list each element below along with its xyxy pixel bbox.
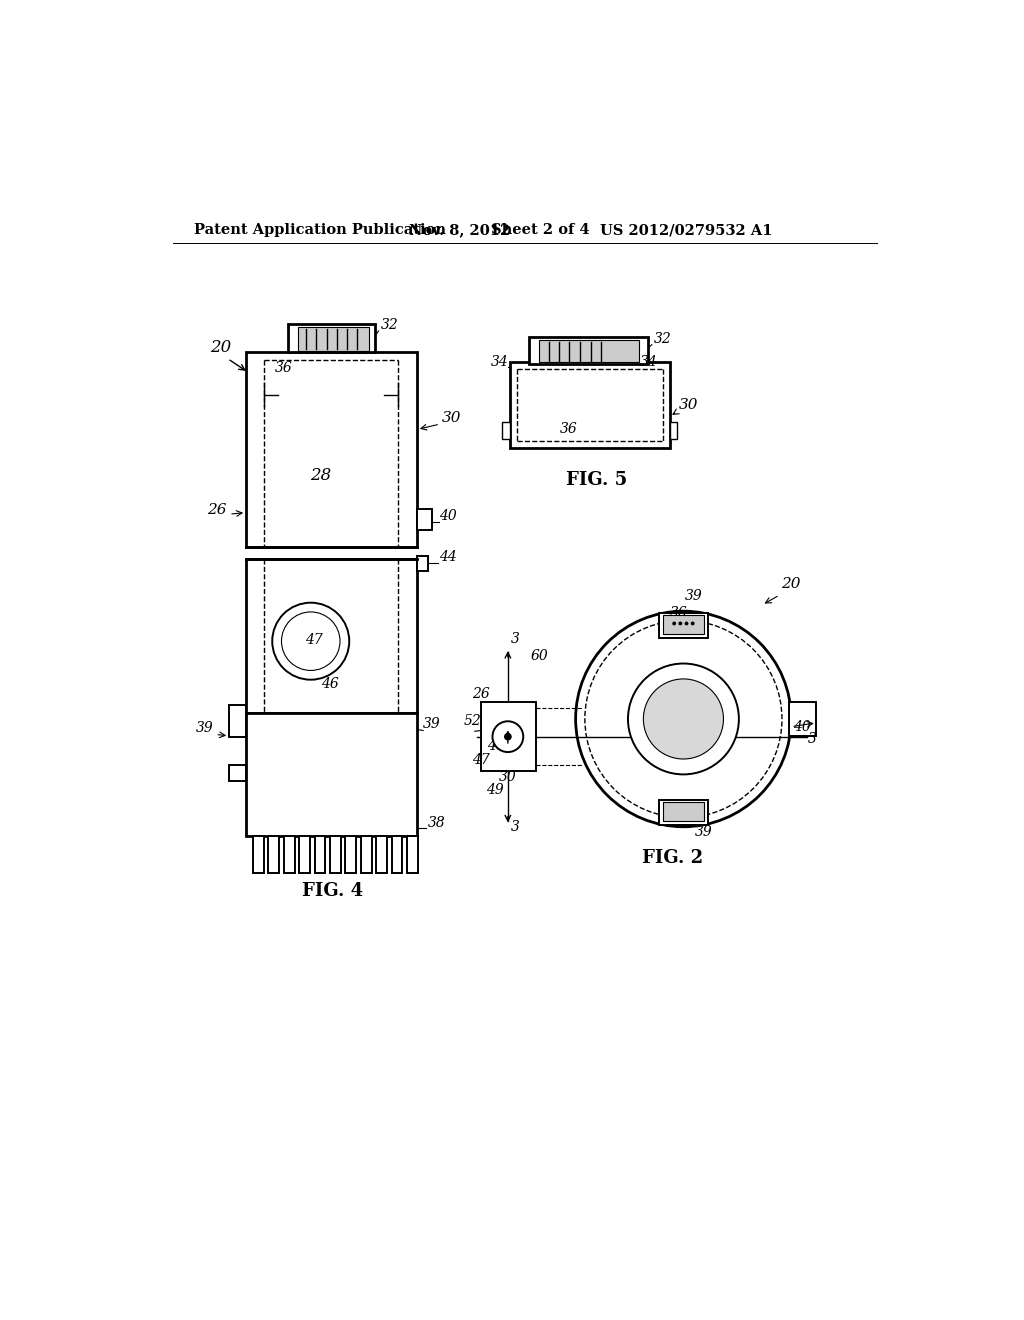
- Text: 39: 39: [695, 825, 713, 840]
- Text: 46: 46: [322, 677, 339, 692]
- Text: 34: 34: [640, 355, 657, 370]
- Bar: [670, 422, 677, 438]
- Circle shape: [643, 678, 724, 759]
- Bar: [246, 352, 417, 548]
- Bar: [539, 341, 639, 363]
- Text: 20: 20: [210, 339, 231, 356]
- Text: 30: 30: [441, 411, 461, 425]
- Text: 36: 36: [560, 421, 578, 436]
- Bar: [345, 836, 356, 873]
- Text: 46: 46: [487, 739, 505, 752]
- Circle shape: [493, 721, 523, 752]
- Bar: [284, 836, 295, 873]
- Bar: [417, 556, 428, 572]
- Bar: [503, 422, 510, 438]
- Text: 3: 3: [808, 731, 817, 746]
- Text: Patent Application Publication: Patent Application Publication: [194, 223, 445, 238]
- Bar: [314, 836, 326, 873]
- Text: Sheet 2 of 4: Sheet 2 of 4: [490, 223, 590, 238]
- Circle shape: [575, 611, 792, 826]
- Text: 47: 47: [304, 632, 323, 647]
- Bar: [529, 337, 648, 364]
- Text: 49: 49: [486, 784, 504, 797]
- Bar: [288, 323, 376, 352]
- Text: 36: 36: [670, 606, 687, 620]
- Bar: [246, 558, 417, 713]
- Bar: [481, 702, 536, 771]
- Text: 60: 60: [531, 648, 549, 663]
- Text: 30: 30: [499, 770, 516, 784]
- Bar: [229, 705, 246, 738]
- Bar: [391, 836, 402, 873]
- Text: 38: 38: [428, 816, 445, 830]
- Text: 30: 30: [679, 399, 698, 412]
- Bar: [299, 836, 310, 873]
- Text: FIG. 4: FIG. 4: [302, 883, 364, 900]
- Circle shape: [628, 664, 739, 775]
- Text: US 2012/0279532 A1: US 2012/0279532 A1: [600, 223, 773, 238]
- Text: 52: 52: [463, 714, 481, 729]
- Text: 39: 39: [196, 721, 214, 735]
- Circle shape: [691, 622, 694, 626]
- Text: 34: 34: [490, 355, 509, 370]
- Text: 26: 26: [472, 688, 489, 701]
- Circle shape: [672, 622, 676, 626]
- Text: 20: 20: [781, 577, 801, 591]
- Circle shape: [679, 622, 682, 626]
- Text: 3: 3: [511, 820, 520, 834]
- Text: 44: 44: [438, 550, 457, 564]
- Text: 3: 3: [511, 632, 520, 645]
- Bar: [663, 803, 705, 821]
- Bar: [268, 836, 280, 873]
- Text: 26: 26: [208, 503, 227, 517]
- Text: 40: 40: [793, 721, 811, 734]
- Text: 28: 28: [310, 467, 331, 484]
- Bar: [229, 766, 246, 780]
- Text: 47: 47: [472, 752, 490, 767]
- Bar: [510, 362, 670, 447]
- Bar: [298, 327, 370, 351]
- Text: 32: 32: [654, 333, 672, 346]
- Bar: [407, 836, 418, 873]
- Bar: [658, 612, 708, 638]
- Bar: [417, 508, 432, 531]
- Bar: [658, 800, 708, 825]
- Bar: [788, 702, 816, 737]
- Text: 40: 40: [438, 510, 457, 523]
- Bar: [330, 836, 341, 873]
- Text: 39: 39: [423, 717, 441, 731]
- Bar: [253, 836, 264, 873]
- Text: 32: 32: [381, 318, 398, 333]
- Text: FIG. 5: FIG. 5: [566, 471, 628, 490]
- Bar: [246, 713, 417, 836]
- Bar: [360, 836, 372, 873]
- Bar: [376, 836, 387, 873]
- Circle shape: [685, 622, 688, 626]
- Circle shape: [504, 733, 512, 741]
- Text: Nov. 8, 2012: Nov. 8, 2012: [410, 223, 511, 238]
- Circle shape: [272, 603, 349, 680]
- Text: 39: 39: [685, 590, 702, 603]
- Text: 36: 36: [275, 362, 293, 375]
- Text: FIG. 2: FIG. 2: [642, 849, 702, 866]
- Bar: [663, 615, 705, 635]
